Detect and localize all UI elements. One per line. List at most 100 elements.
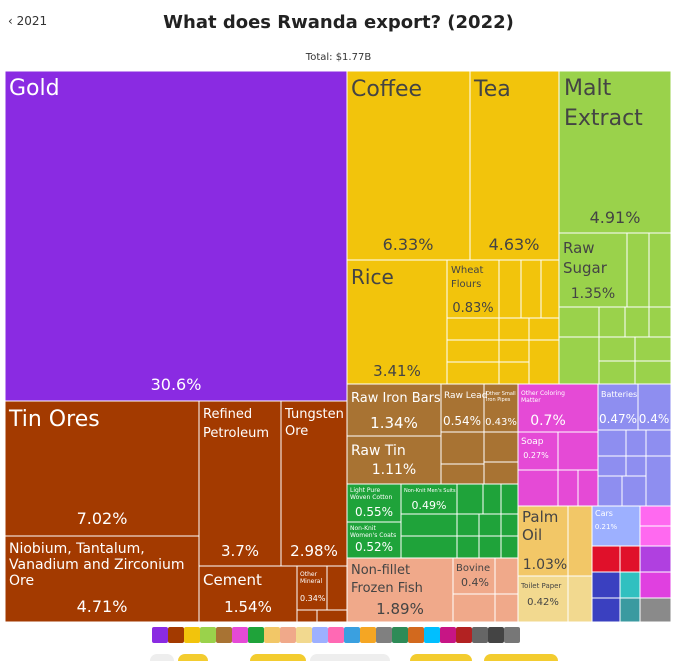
tile-animal-b[interactable] bbox=[452, 593, 496, 623]
tile-green-i[interactable] bbox=[634, 336, 672, 362]
flask-icon[interactable] bbox=[232, 627, 248, 643]
tile-machine-a[interactable] bbox=[637, 383, 672, 431]
tile-batteries[interactable] bbox=[597, 383, 639, 431]
tile-green-d[interactable] bbox=[598, 306, 626, 338]
tile-textile-j[interactable] bbox=[478, 535, 502, 559]
car-icon[interactable] bbox=[312, 627, 328, 643]
tile-brown-b[interactable] bbox=[483, 431, 519, 463]
gun-icon[interactable] bbox=[488, 627, 504, 643]
tile-textile-f[interactable] bbox=[456, 513, 480, 537]
tile-green-b[interactable] bbox=[648, 232, 672, 308]
tile-textile-h[interactable] bbox=[500, 513, 519, 537]
tile-raw-tin[interactable] bbox=[346, 435, 442, 485]
tile-machine-e[interactable] bbox=[597, 455, 627, 477]
trade-value-toggle[interactable] bbox=[250, 654, 306, 661]
tile-small-brown-2[interactable] bbox=[296, 609, 318, 623]
tile-textile-e[interactable] bbox=[500, 483, 519, 515]
road-icon[interactable] bbox=[376, 627, 392, 643]
tile-green-f[interactable] bbox=[648, 306, 672, 338]
tile-green-h[interactable] bbox=[598, 336, 636, 362]
tile-textile-i[interactable] bbox=[456, 535, 480, 559]
shoe-icon[interactable] bbox=[440, 627, 456, 643]
tile-textile-k[interactable] bbox=[500, 535, 519, 559]
tile-textile-a[interactable] bbox=[400, 513, 458, 537]
tile-machine-g[interactable] bbox=[645, 455, 672, 507]
tile-machine-d[interactable] bbox=[645, 429, 672, 457]
tile-rice[interactable] bbox=[346, 259, 448, 385]
tile-teal-a[interactable] bbox=[619, 571, 641, 599]
tile-yellow-j[interactable] bbox=[446, 361, 500, 385]
cow-icon[interactable] bbox=[280, 627, 296, 643]
apple-icon[interactable] bbox=[184, 627, 200, 643]
tile-textile-g[interactable] bbox=[478, 513, 502, 537]
tile-malt-extract[interactable] bbox=[558, 70, 672, 234]
tile-textile-d[interactable] bbox=[482, 483, 502, 515]
tile-other-coloring-matter[interactable] bbox=[517, 383, 599, 433]
shirt-icon[interactable] bbox=[248, 627, 264, 643]
bolt-icon[interactable] bbox=[360, 627, 376, 643]
tile-yellow-d[interactable] bbox=[446, 317, 500, 341]
tile-small-brown-1[interactable] bbox=[326, 565, 348, 611]
gear-icon[interactable] bbox=[344, 627, 360, 643]
tile-chem-b[interactable] bbox=[517, 469, 559, 507]
tile-green-a[interactable] bbox=[626, 232, 650, 308]
tile-green-k[interactable] bbox=[634, 360, 672, 385]
tile-yellow-b[interactable] bbox=[520, 259, 542, 319]
tile-transport-b[interactable] bbox=[639, 525, 672, 547]
tile-cement[interactable] bbox=[198, 565, 298, 623]
depth-hs4-toggle[interactable] bbox=[178, 654, 208, 661]
tile-brown-d[interactable] bbox=[483, 461, 519, 485]
tile-yellow-h[interactable] bbox=[498, 339, 530, 363]
tile-blue-b[interactable] bbox=[591, 597, 621, 623]
tile-textile-c[interactable] bbox=[456, 483, 484, 515]
tile-oil-a[interactable] bbox=[567, 505, 593, 577]
tile-yellow-k[interactable] bbox=[498, 361, 530, 385]
leaf-icon[interactable] bbox=[392, 627, 408, 643]
tile-yellow-g[interactable] bbox=[446, 339, 500, 363]
wheat-icon[interactable] bbox=[200, 627, 216, 643]
tile-green-j[interactable] bbox=[598, 360, 636, 385]
drop-icon[interactable] bbox=[264, 627, 280, 643]
tile-palm-oil[interactable] bbox=[517, 505, 569, 577]
tile-chem-c[interactable] bbox=[557, 469, 579, 507]
tile-toilet-paper[interactable] bbox=[517, 575, 569, 623]
tile-non-knit-mens-suits[interactable] bbox=[400, 483, 458, 515]
tile-machine-c[interactable] bbox=[625, 429, 647, 457]
tile-non-fillet-frozen-fish[interactable] bbox=[346, 557, 454, 623]
tile-niobium[interactable] bbox=[4, 535, 200, 623]
tile-blue-a[interactable] bbox=[591, 571, 621, 599]
box-icon[interactable] bbox=[328, 627, 344, 643]
tile-yellow-f[interactable] bbox=[528, 317, 560, 341]
art-icon[interactable] bbox=[504, 627, 520, 643]
download-button[interactable] bbox=[484, 654, 558, 661]
tile-purple-a[interactable] bbox=[639, 545, 672, 573]
tile-gold[interactable] bbox=[4, 70, 348, 402]
tile-gray-a[interactable] bbox=[639, 597, 672, 623]
tile-wheat-flours[interactable] bbox=[446, 259, 500, 319]
gem-icon[interactable] bbox=[152, 627, 168, 643]
tile-paper-a[interactable] bbox=[567, 575, 593, 623]
growth-toggle[interactable] bbox=[310, 654, 390, 661]
tile-transport-a[interactable] bbox=[639, 505, 672, 527]
pickaxe-icon[interactable] bbox=[168, 627, 184, 643]
tile-green-g[interactable] bbox=[558, 336, 600, 385]
glass-icon[interactable] bbox=[424, 627, 440, 643]
tile-yellow-a[interactable] bbox=[498, 259, 522, 319]
tile-yellow-i[interactable] bbox=[528, 339, 560, 385]
watch-icon[interactable] bbox=[472, 627, 488, 643]
tile-animal-a[interactable] bbox=[494, 557, 519, 595]
tile-raw-sugar[interactable] bbox=[558, 232, 628, 308]
tile-chem-a[interactable] bbox=[557, 431, 599, 471]
tile-cars[interactable] bbox=[591, 505, 641, 547]
chair-icon[interactable] bbox=[456, 627, 472, 643]
tile-machine-h[interactable] bbox=[597, 475, 623, 507]
hide-icon[interactable] bbox=[408, 627, 424, 643]
tile-yellow-e[interactable] bbox=[498, 317, 530, 341]
tile-textile-b[interactable] bbox=[400, 535, 458, 559]
paper-icon[interactable] bbox=[296, 627, 312, 643]
tile-tin-ores[interactable] bbox=[4, 400, 200, 537]
tile-other-mineral[interactable] bbox=[296, 565, 328, 611]
tile-machine-b[interactable] bbox=[597, 429, 627, 457]
tile-green-e[interactable] bbox=[624, 306, 650, 338]
